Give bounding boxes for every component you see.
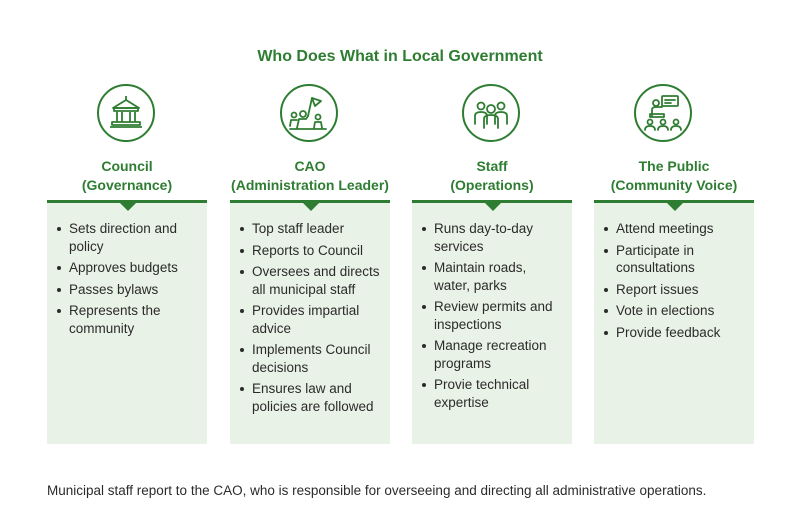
list-item: Provie technical expertise (422, 376, 562, 411)
list-item: Runs day-to-day services (422, 220, 562, 255)
list-item: Implements Council decisions (240, 341, 380, 376)
staff-title: Staff (Operations) (450, 158, 534, 193)
council-list: Sets direction and policy Approves budge… (47, 203, 207, 337)
list-item: Participate in consultations (604, 242, 744, 277)
list-item: Vote in elections (604, 302, 744, 320)
staff-panel: Runs day-to-day services Maintain roads,… (412, 200, 572, 444)
public-title: The Public (Community Voice) (610, 158, 738, 193)
list-item: Attend meetings (604, 220, 744, 238)
list-item: Ensures law and policies are followed (240, 380, 380, 415)
leader-flag-icon (280, 84, 338, 142)
city-hall-icon (97, 84, 155, 142)
list-item: Report issues (604, 281, 744, 299)
list-item: Top staff leader (240, 220, 380, 238)
council-title: Council (Governance) (81, 158, 173, 193)
public-audience-icon (634, 84, 692, 142)
list-item: Oversees and directs all municipal staff (240, 263, 380, 298)
pointer-arrow (484, 202, 502, 211)
public-panel: Attend meetings Participate in consultat… (594, 200, 754, 444)
footnote: Municipal staff report to the CAO, who i… (47, 483, 707, 498)
list-item: Represents the community (57, 302, 197, 337)
cao-title: CAO (Administration Leader) (231, 158, 389, 193)
pointer-arrow (302, 202, 320, 211)
list-item: Provides impartial advice (240, 302, 380, 337)
list-item: Passes bylaws (57, 281, 197, 299)
staff-group-icon (462, 84, 520, 142)
list-item: Approves budgets (57, 259, 197, 277)
list-item: Review permits and inspections (422, 298, 562, 333)
list-item: Maintain roads, water, parks (422, 259, 562, 294)
pointer-arrow (666, 202, 684, 211)
list-item: Manage recreation programs (422, 337, 562, 372)
list-item: Sets direction and policy (57, 220, 197, 255)
list-item: Provide feedback (604, 324, 744, 342)
cao-list: Top staff leader Reports to Council Over… (230, 203, 390, 415)
staff-list: Runs day-to-day services Maintain roads,… (412, 203, 572, 411)
pointer-arrow (119, 202, 137, 211)
list-item: Reports to Council (240, 242, 380, 260)
council-panel: Sets direction and policy Approves budge… (47, 200, 207, 444)
diagram-title: Who Does What in Local Government (257, 48, 543, 65)
cao-panel: Top staff leader Reports to Council Over… (230, 200, 390, 444)
public-list: Attend meetings Participate in consultat… (594, 203, 754, 341)
